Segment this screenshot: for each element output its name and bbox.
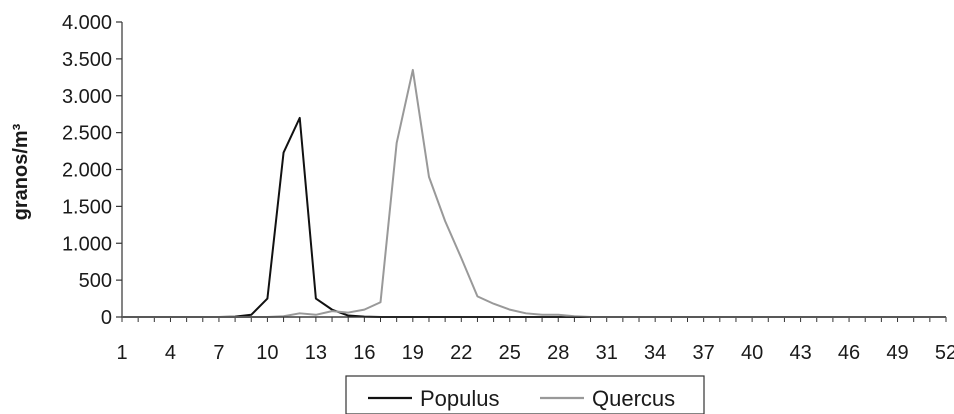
series-line-populus [122, 116, 946, 318]
x-tick-label: 37 [693, 342, 715, 364]
x-tick-label: 34 [644, 342, 666, 364]
legend-box [345, 375, 705, 414]
y-tick-label: 3.500 [62, 49, 112, 71]
y-tick-label: 1.500 [62, 196, 112, 218]
x-tick-label: 52 [935, 342, 954, 364]
legend-label-populus: Populus [420, 386, 500, 411]
series-line-quercus [122, 68, 946, 318]
y-tick-label: 1.000 [62, 233, 112, 255]
x-tick-label: 31 [596, 342, 618, 364]
x-tick-label: 28 [547, 342, 569, 364]
series-lines [122, 68, 946, 318]
x-tick-label: 25 [499, 342, 521, 364]
y-tick-label: 500 [79, 270, 112, 292]
x-tick-label: 49 [886, 342, 908, 364]
y-tick-label: 2.500 [62, 123, 112, 145]
y-axis-title: granos/m³ [10, 123, 32, 220]
x-tick-label: 16 [353, 342, 375, 364]
x-tick-label: 43 [789, 342, 811, 364]
x-tick-label: 4 [165, 342, 176, 364]
y-tick-label: 0 [101, 307, 112, 329]
x-tick-label: 1 [116, 342, 127, 364]
x-tick-label: 10 [256, 342, 278, 364]
x-axis: 1 4 7 10 13 16 19 22 25 28 31 34 37 40 43 46 49 52 [116, 316, 954, 364]
x-tick-label: 7 [213, 342, 224, 364]
x-tick-label: 40 [741, 342, 763, 364]
x-tick-label: 13 [305, 342, 327, 364]
y-tick-label: 2.000 [62, 160, 112, 182]
y-tick-label: 3.000 [62, 86, 112, 108]
y-axis: 0 500 1.000 1.500 2.000 2.500 3.000 3.500 4.000 [62, 12, 123, 329]
legend: Populus Quercus [345, 375, 705, 414]
x-tick-label: 22 [450, 342, 472, 364]
x-tick-label: 19 [402, 342, 424, 364]
x-tick-label: 46 [838, 342, 860, 364]
legend-label-quercus: Quercus [592, 386, 675, 411]
y-tick-label: 4.000 [62, 12, 112, 34]
